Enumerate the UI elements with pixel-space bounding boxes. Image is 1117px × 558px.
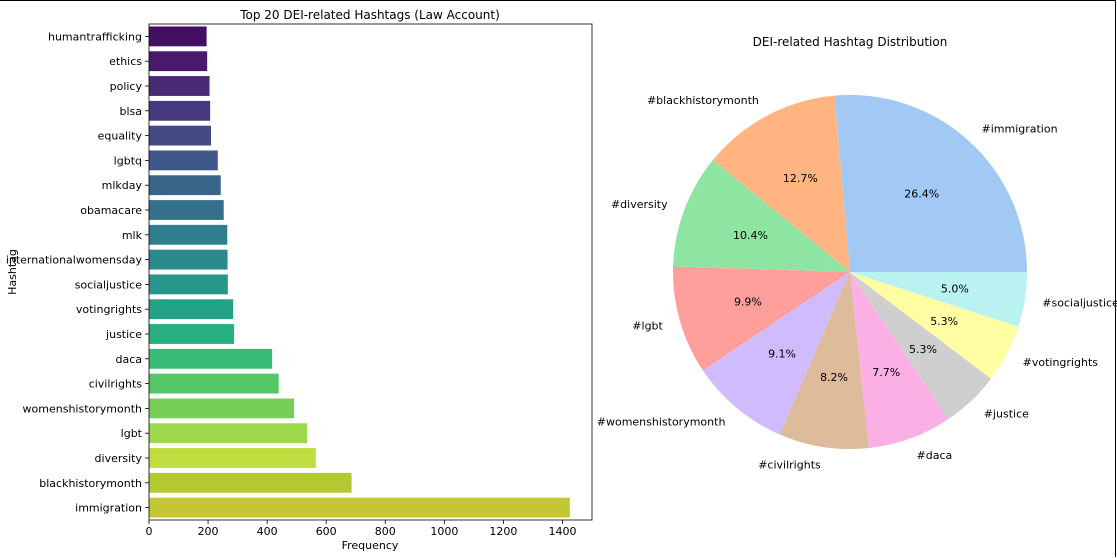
x-tick-label: 1200 [489, 525, 517, 538]
pie-slice-label: #womenshistorymonth [597, 416, 726, 429]
y-tick-label: internationalwomensday [6, 254, 143, 267]
pie-slice-label: #diversity [611, 198, 668, 211]
x-tick-label: 200 [198, 525, 219, 538]
y-tick-label: blackhistorymonth [39, 477, 142, 490]
y-tick-label: justice [105, 328, 142, 341]
pie-slice-label: #socialjustice [1042, 296, 1117, 309]
pie-slice-justice [850, 272, 992, 420]
pie-slice-label: #lgbt [632, 320, 663, 333]
y-tick-label: humantrafficking [48, 30, 142, 43]
bar-axes-frame [148, 23, 593, 521]
bar-mlk [149, 224, 228, 245]
pie-slice-socialjustice [850, 272, 1027, 327]
bar-lgbt [149, 423, 308, 444]
pie-slice-diversity [673, 160, 850, 272]
bar-diversity [149, 448, 316, 468]
pie-slice-immigration [834, 94, 1027, 272]
bar-chart-xlabel: Frequency [342, 539, 399, 552]
pie-percent-label: 8.2% [820, 371, 848, 384]
pie-percent-label: 7.7% [872, 366, 900, 379]
pie-slice-label: #votingrights [1023, 356, 1099, 369]
pie-slice-civilrights [779, 272, 869, 449]
x-tick-label: 400 [257, 525, 278, 538]
pie-percent-label: 5.0% [941, 283, 969, 296]
y-tick-label: immigration [75, 502, 142, 515]
pie-percent-label: 5.3% [930, 315, 958, 328]
pie-slice-blackhistorymonth [712, 95, 850, 272]
bar-equality [149, 125, 212, 146]
x-tick-label: 0 [146, 525, 153, 538]
pie-percent-label: 5.3% [909, 343, 937, 356]
pie-chart: 26.4% #immigration 12.7% #blackhistorymonth… [597, 94, 1117, 472]
y-tick-label: diversity [95, 452, 143, 465]
bar-ethics [149, 51, 208, 72]
pie-slice-label: #justice [984, 408, 1029, 421]
bar-womenshistorymonth [149, 398, 295, 419]
bar-votingrights [149, 299, 234, 320]
x-tick-label: 600 [316, 525, 337, 538]
bar-blackhistorymonth [149, 472, 352, 493]
bar-chart-ylabel: Hashtag [6, 249, 19, 295]
pie-slice-lgbt [673, 266, 850, 371]
pie-percent-label: 9.1% [768, 348, 796, 361]
pie-percent-label: 26.4% [904, 188, 939, 201]
bar-internationalwomensday [149, 249, 228, 270]
bar-justice [149, 324, 235, 344]
y-tick-label: equality [98, 130, 143, 143]
x-tick-label: 1400 [548, 525, 576, 538]
bar-policy [149, 76, 210, 96]
pie-slice-daca [850, 272, 949, 448]
bar-mlkday [149, 175, 221, 196]
pie-slice-votingrights [850, 272, 1019, 379]
y-tick-label: daca [115, 353, 142, 366]
pie-percent-label: 10.4% [733, 229, 768, 242]
bar-blsa [149, 100, 211, 121]
bar-lgbtq [149, 150, 218, 171]
bar-obamacare [149, 200, 224, 220]
pie-slice-womenshistorymonth [702, 272, 850, 435]
y-tick-label: mlk [122, 229, 143, 242]
y-tick-label: blsa [119, 105, 142, 118]
bar-chart-title: Top 20 DEI-related Hashtags (Law Account… [239, 8, 500, 22]
y-tick-label: socialjustice [75, 278, 143, 291]
pie-percent-label: 9.9% [734, 295, 762, 308]
x-tick-label: 800 [375, 525, 396, 538]
y-tick-label: policy [110, 80, 143, 93]
y-tick-label: votingrights [76, 303, 142, 316]
y-tick-label: womenshistorymonth [23, 402, 142, 415]
bar-civilrights [149, 373, 279, 394]
pie-percent-label: 12.7% [783, 172, 818, 185]
pie-slice-label: #immigration [981, 122, 1057, 135]
pie-slice-label: #daca [917, 449, 953, 462]
bar-immigration [149, 497, 570, 518]
pie-slice-label: #civilrights [758, 458, 821, 471]
y-tick-label: ethics [109, 55, 142, 68]
y-tick-label: civilrights [89, 378, 143, 391]
bar-socialjustice [149, 274, 228, 295]
pie-chart-title: DEI-related Hashtag Distribution [753, 35, 948, 49]
bar-daca [149, 348, 273, 369]
y-tick-label: obamacare [80, 204, 142, 217]
y-tick-label: mlkday [102, 179, 143, 192]
pie-slice-label: #blackhistorymonth [647, 94, 759, 107]
bar-chart: humantrafficking ethics policy blsa equality… [6, 23, 593, 538]
y-tick-label: lgbt [121, 427, 143, 440]
bar-humantrafficking [149, 26, 207, 47]
y-tick-label: lgbtq [114, 154, 142, 167]
x-tick-label: 1000 [430, 525, 458, 538]
